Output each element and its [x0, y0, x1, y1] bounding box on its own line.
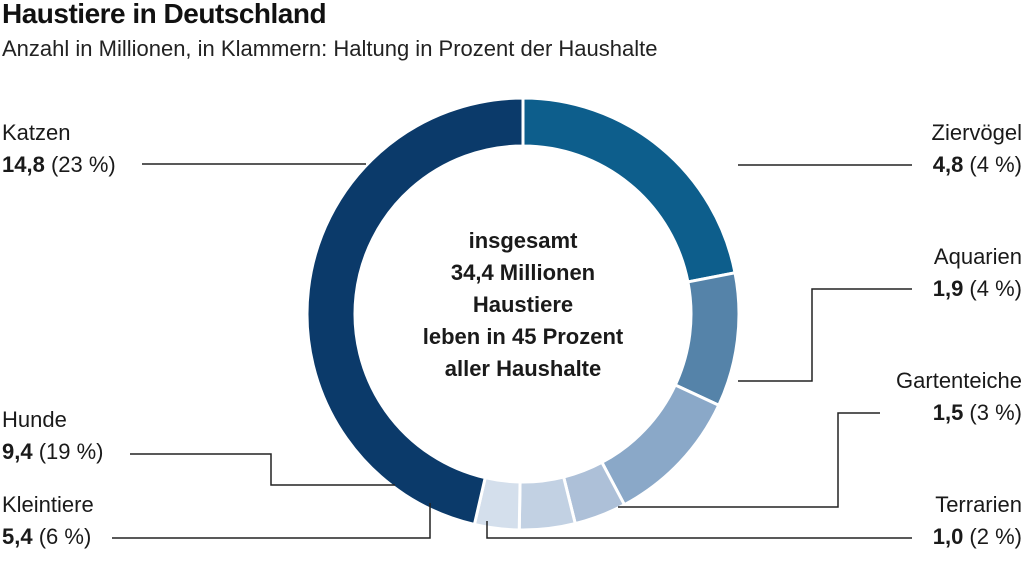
value-number-katzen: 14,8 — [2, 152, 45, 177]
label-value-kleintiere: 5,4 (6 %) — [2, 524, 91, 549]
slice-gartenteiche — [599, 383, 721, 507]
label-name-ziervoegel: Ziervögel — [932, 120, 1022, 145]
chart-title: Haustiere in Deutschland — [2, 0, 327, 29]
center-text-line: leben in 45 Prozent — [423, 324, 624, 349]
value-percent-kleintiere: (6 %) — [33, 524, 92, 549]
leader-line-aquarien — [738, 288, 912, 382]
value-percent-hunde: (19 %) — [33, 439, 104, 464]
value-number-terrarien: 1,0 — [933, 524, 964, 549]
label-value-aquarien: 1,9 (4 %) — [933, 276, 1022, 301]
chart-subtitle: Anzahl in Millionen, in Klammern: Haltun… — [2, 36, 658, 61]
value-number-kleintiere: 5,4 — [2, 524, 33, 549]
label-value-gartenteiche: 1,5 (3 %) — [933, 400, 1022, 425]
slice-katzen — [305, 96, 525, 527]
label-name-katzen: Katzen — [2, 120, 71, 145]
slice-kleintiere — [517, 475, 578, 532]
slice-ziervoegel — [521, 96, 737, 284]
label-name-hunde: Hunde — [2, 407, 67, 432]
label-value-hunde: 9,4 (19 %) — [2, 439, 104, 464]
leader-line-gartenteiche — [618, 412, 880, 508]
leader-line-kleintiere — [112, 503, 431, 539]
leader-line-hunde — [130, 453, 395, 486]
label-name-kleintiere: Kleintiere — [2, 492, 94, 517]
label-value-terrarien: 1,0 (2 %) — [933, 524, 1022, 549]
label-name-terrarien: Terrarien — [935, 492, 1022, 517]
value-number-gartenteiche: 1,5 — [933, 400, 964, 425]
value-percent-gartenteiche: (3 %) — [963, 400, 1022, 425]
value-percent-ziervoegel: (4 %) — [963, 152, 1022, 177]
leader-line-terrarien — [486, 521, 912, 539]
slice-aquarien — [673, 271, 741, 408]
label-value-katzen: 14,8 (23 %) — [2, 152, 116, 177]
value-number-ziervoegel: 4,8 — [933, 152, 964, 177]
value-number-hunde: 9,4 — [2, 439, 33, 464]
center-text-line: Haustiere — [473, 292, 573, 317]
label-value-ziervoegel: 4,8 (4 %) — [933, 152, 1022, 177]
label-name-gartenteiche: Gartenteiche — [896, 368, 1022, 393]
value-percent-aquarien: (4 %) — [963, 276, 1022, 301]
center-text-line: aller Haushalte — [445, 356, 602, 381]
center-text-line: insgesamt — [469, 228, 578, 253]
label-name-aquarien: Aquarien — [934, 244, 1022, 269]
value-percent-terrarien: (2 %) — [963, 524, 1022, 549]
value-number-aquarien: 1,9 — [933, 276, 964, 301]
value-percent-katzen: (23 %) — [45, 152, 116, 177]
center-text-line: 34,4 Millionen — [451, 260, 595, 285]
